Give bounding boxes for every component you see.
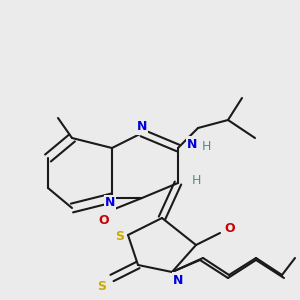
Text: N: N	[137, 121, 147, 134]
Text: H: H	[201, 140, 211, 152]
Text: H: H	[191, 175, 201, 188]
Text: N: N	[105, 196, 115, 209]
Text: S: S	[98, 280, 106, 292]
Text: O: O	[99, 214, 109, 226]
Text: N: N	[187, 137, 197, 151]
Text: S: S	[116, 230, 124, 244]
Text: N: N	[173, 274, 183, 286]
Text: O: O	[225, 223, 235, 236]
